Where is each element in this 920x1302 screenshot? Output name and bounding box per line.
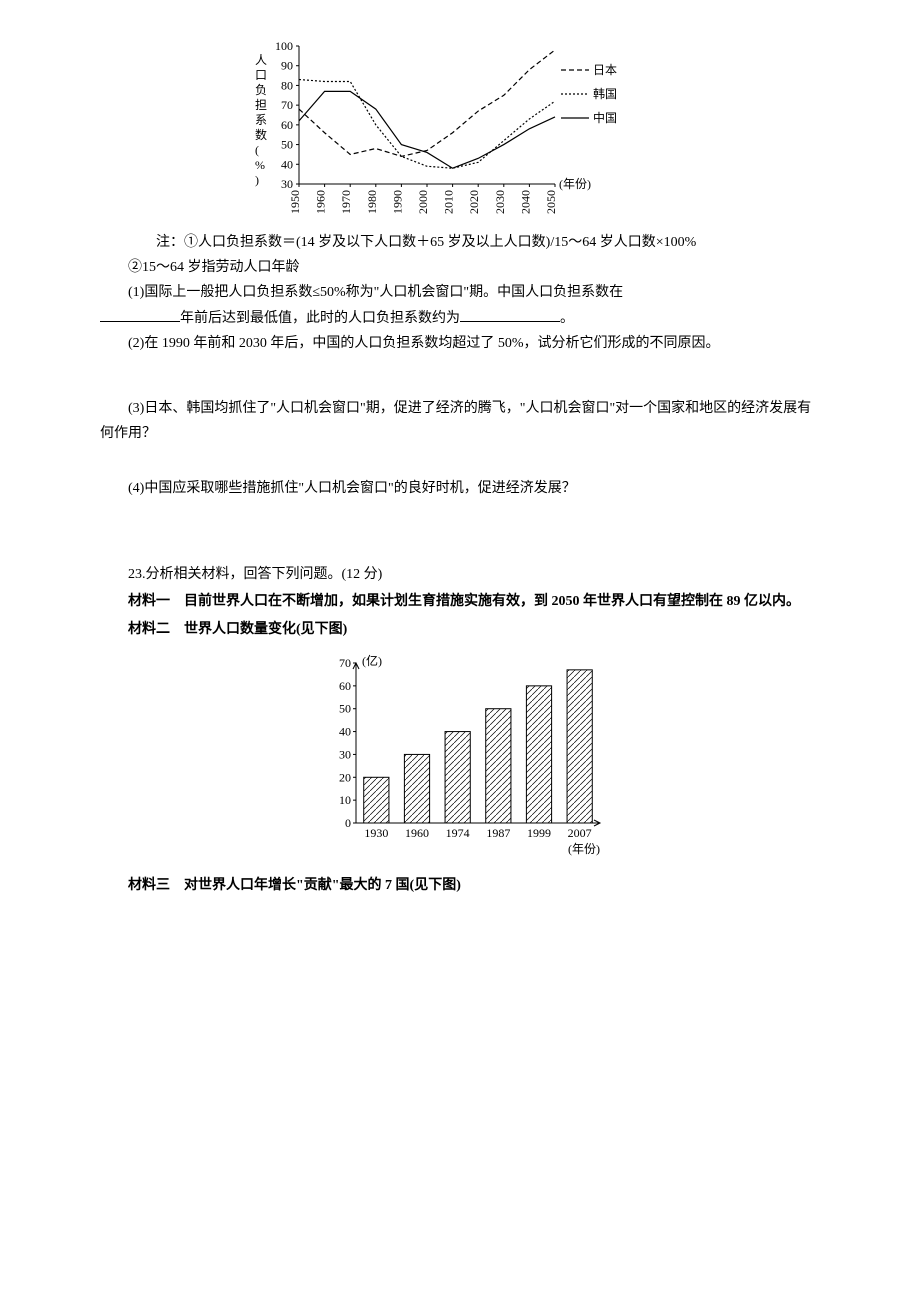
svg-text:中国: 中国 <box>593 110 617 125</box>
svg-text:10: 10 <box>339 793 351 807</box>
svg-text:20: 20 <box>339 770 351 784</box>
svg-text:2007: 2007 <box>568 826 592 840</box>
svg-text:系: 系 <box>255 113 267 127</box>
svg-text:1970: 1970 <box>339 190 353 214</box>
svg-text:口: 口 <box>255 68 267 82</box>
svg-text:2050: 2050 <box>544 190 558 214</box>
svg-text:日本: 日本 <box>593 63 617 77</box>
svg-text:40: 40 <box>281 157 293 171</box>
material-1: 材料一 目前世界人口在不断增加，如果计划生育措施实施有效，到 2050 年世界人… <box>100 587 820 618</box>
svg-text:0: 0 <box>345 816 351 830</box>
svg-text:100: 100 <box>275 40 293 53</box>
svg-text:90: 90 <box>281 59 293 73</box>
svg-text:70: 70 <box>339 656 351 670</box>
svg-text:1999: 1999 <box>527 826 551 840</box>
q1-text-b: 年前后达到最低值，此时的人口负担系数约为 <box>180 311 460 326</box>
svg-text:1990: 1990 <box>390 190 404 214</box>
svg-text:40: 40 <box>339 724 351 738</box>
svg-text:韩国: 韩国 <box>593 86 617 101</box>
chart1-note2: ②15～64 岁指劳动人口年龄 <box>100 255 820 280</box>
question-1: (1)国际上一般把人口负担系数≤50%称为"人口机会窗口"期。中国人口负担系数在 <box>100 280 820 305</box>
dependency-ratio-chart: 30 40 50 60 70 80 90 100 1950 1960 1970 1980 1990 200… <box>245 40 675 220</box>
svg-text:80: 80 <box>281 78 293 92</box>
svg-text:2010: 2010 <box>442 190 456 214</box>
question-2: (2)在 1990 年前和 2030 年后，中国的人口负担系数均超过了 50%，… <box>100 331 820 356</box>
svg-text:1960: 1960 <box>405 826 429 840</box>
svg-text:2000: 2000 <box>416 190 430 214</box>
svg-text:60: 60 <box>339 679 351 693</box>
svg-text:%: % <box>255 158 265 172</box>
svg-text:): ) <box>255 173 259 187</box>
svg-text:60: 60 <box>281 118 293 132</box>
question-3: (3)日本、韩国均抓住了"人口机会窗口"期，促进了经济的腾飞，"人口机会窗口"对… <box>100 396 820 446</box>
material-3: 材料三 对世界人口年增长"贡献"最大的 7 国(见下图) <box>100 873 820 898</box>
q1-blank-year <box>100 307 180 322</box>
svg-text:1950: 1950 <box>288 190 302 214</box>
question-4: (4)中国应采取哪些措施抓住"人口机会窗口"的良好时机，促进经济发展？ <box>100 476 820 501</box>
question-1-line2: 年前后达到最低值，此时的人口负担系数约为 。 <box>100 306 820 331</box>
q1-text-a: (1)国际上一般把人口负担系数≤50%称为"人口机会窗口"期。中国人口负担系数在 <box>128 285 623 300</box>
q1-blank-value <box>460 307 560 322</box>
svg-text:(亿): (亿) <box>362 653 382 668</box>
svg-text:数: 数 <box>255 127 267 142</box>
svg-text:2040: 2040 <box>518 190 532 214</box>
note1-text: 注：①人口负担系数＝(14 岁及以下人口数＋65 岁及以上人口数)/15～64 … <box>156 235 696 250</box>
chart1-note1: 注：①人口负担系数＝(14 岁及以下人口数＋65 岁及以上人口数)/15～64 … <box>100 230 820 255</box>
svg-text:2020: 2020 <box>467 190 481 214</box>
svg-text:50: 50 <box>339 701 351 715</box>
svg-text:50: 50 <box>281 138 293 152</box>
svg-text:(年份): (年份) <box>568 842 600 856</box>
q1-text-c: 。 <box>560 311 574 326</box>
svg-text:负: 负 <box>255 83 267 97</box>
svg-text:1980: 1980 <box>365 190 379 214</box>
question-23: 23.分析相关材料，回答下列问题。(12 分) <box>100 562 820 587</box>
svg-text:70: 70 <box>281 98 293 112</box>
svg-text:(年份): (年份) <box>559 177 591 191</box>
svg-text:1960: 1960 <box>314 190 328 214</box>
svg-text:1930: 1930 <box>364 826 388 840</box>
svg-text:1987: 1987 <box>486 826 510 840</box>
world-population-chart: 0 10 20 30 40 50 60 70 (亿) 1930 1960 1974 1987 1999 20… <box>310 653 610 863</box>
svg-text:人: 人 <box>255 53 267 67</box>
svg-text:30: 30 <box>339 747 351 761</box>
svg-text:30: 30 <box>281 177 293 191</box>
svg-text:担: 担 <box>255 98 267 112</box>
svg-text:1974: 1974 <box>446 826 470 840</box>
svg-text:2030: 2030 <box>493 190 507 214</box>
svg-text:(: ( <box>255 143 259 157</box>
material-2: 材料二 世界人口数量变化(见下图) <box>100 617 820 642</box>
